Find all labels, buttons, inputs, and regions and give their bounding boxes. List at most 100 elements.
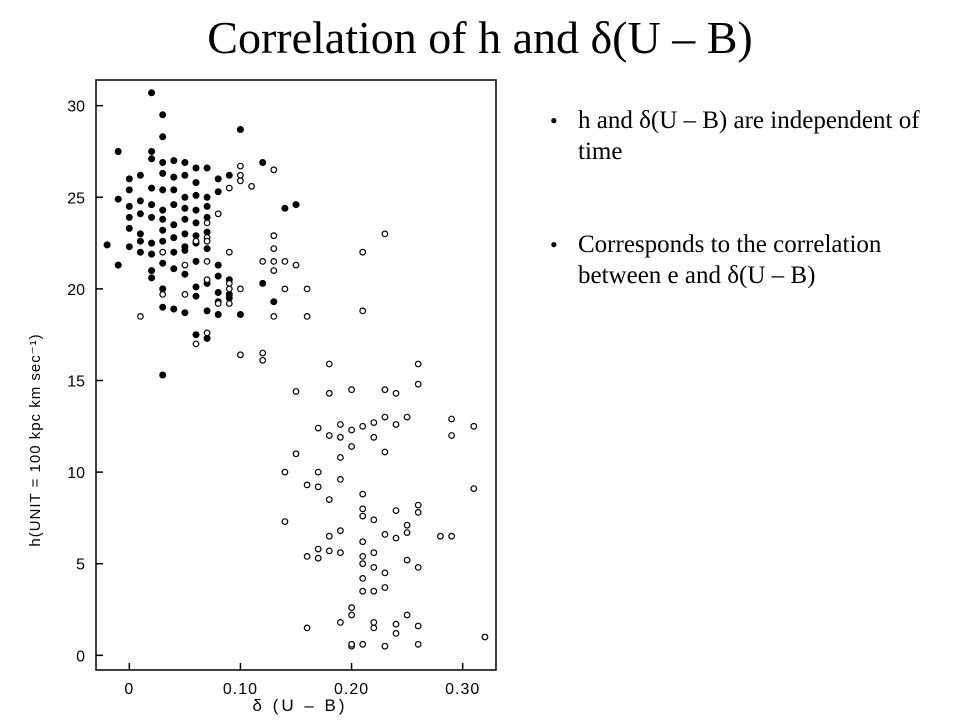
open-data-point — [236, 351, 244, 359]
open-data-point — [414, 360, 422, 368]
y-tick-label: 15 — [67, 373, 85, 390]
open-data-point — [370, 549, 378, 557]
x-tick-label: 0.30 — [445, 681, 480, 698]
filled-data-point — [214, 175, 222, 183]
filled-data-point — [203, 164, 211, 172]
y-tick-label: 10 — [67, 465, 85, 482]
open-data-point — [259, 356, 267, 364]
open-data-point — [359, 560, 367, 568]
open-data-point — [325, 389, 333, 397]
x-tick-label: 0.10 — [223, 681, 258, 698]
open-data-point — [270, 312, 278, 320]
filled-data-point — [148, 267, 156, 275]
open-data-point — [381, 584, 389, 591]
open-data-point — [325, 532, 333, 540]
filled-data-point — [159, 226, 167, 234]
filled-data-point — [159, 259, 167, 267]
filled-data-point — [170, 234, 178, 242]
y-tick-label: 30 — [67, 99, 85, 116]
open-data-point — [225, 184, 233, 192]
filled-data-point — [159, 111, 167, 119]
open-data-point — [136, 312, 144, 320]
open-data-point — [481, 633, 489, 641]
open-data-point — [236, 162, 244, 170]
open-data-point — [414, 501, 422, 509]
filled-data-point — [181, 171, 189, 179]
filled-data-point — [148, 155, 156, 163]
filled-data-point — [170, 157, 178, 165]
open-data-point — [303, 312, 311, 320]
filled-data-point — [192, 219, 200, 227]
open-data-point — [270, 166, 278, 174]
bullet-item: • Corresponds to the correlation between… — [550, 229, 950, 291]
open-data-point — [381, 386, 389, 394]
filled-data-point — [181, 246, 189, 254]
open-data-point — [348, 443, 356, 450]
open-data-point — [370, 564, 378, 571]
filled-data-point — [192, 179, 200, 187]
data-points — [103, 89, 489, 650]
open-data-point — [314, 424, 322, 432]
filled-data-point — [225, 171, 233, 179]
open-data-point — [314, 468, 322, 476]
filled-data-point — [181, 215, 189, 223]
open-data-point — [348, 640, 356, 648]
filled-data-point — [159, 186, 167, 194]
open-data-point — [470, 422, 478, 430]
filled-data-point — [125, 186, 133, 194]
y-axis-label: h(UNIT = 100 kpc km sec⁻¹) — [27, 333, 44, 546]
open-data-point — [281, 257, 289, 265]
filled-data-point — [236, 311, 244, 319]
filled-data-point — [192, 292, 200, 300]
open-data-point — [359, 553, 367, 560]
filled-data-point — [136, 248, 144, 256]
slide-title: Correlation of h and δ(U – B) — [207, 12, 753, 63]
filled-data-point — [214, 188, 222, 196]
open-data-point — [236, 171, 244, 179]
filled-data-point — [170, 201, 178, 209]
filled-data-point — [281, 204, 289, 212]
open-data-point — [470, 485, 478, 493]
open-data-point — [403, 521, 411, 529]
open-data-point — [381, 413, 389, 421]
x-axis-label: δ (U – B) — [252, 696, 347, 715]
open-data-point — [225, 248, 233, 256]
open-data-point — [281, 468, 289, 476]
filled-data-point — [270, 298, 278, 306]
open-data-point — [270, 232, 278, 240]
open-data-point — [381, 642, 389, 650]
open-data-point — [270, 257, 278, 265]
open-data-point — [359, 512, 367, 520]
x-axis-ticks: 0 0.10 0.20 0.30 — [124, 663, 480, 698]
open-data-point — [203, 237, 211, 245]
open-data-point — [337, 421, 344, 428]
filled-data-point — [192, 257, 200, 265]
open-data-point — [392, 507, 400, 515]
scatter-figure: 0 5 10 15 20 25 30 0 0.10 0.20 0.30 h(UNIT = 100 … — [0, 70, 540, 720]
y-tick-label: 20 — [67, 282, 85, 299]
open-data-point — [437, 532, 444, 540]
filled-data-point — [159, 237, 167, 245]
filled-data-point — [203, 193, 211, 201]
open-data-point — [370, 419, 378, 427]
open-data-point — [370, 433, 378, 441]
filled-data-point — [114, 148, 122, 156]
filled-data-point — [181, 193, 189, 201]
open-data-point — [337, 454, 344, 461]
open-data-point — [359, 505, 367, 513]
filled-data-point — [214, 261, 222, 269]
open-data-point — [337, 549, 344, 557]
open-data-point — [403, 611, 411, 619]
open-data-point — [359, 538, 367, 546]
filled-data-point — [170, 186, 178, 194]
filled-data-point — [136, 210, 144, 218]
bullet-dot: • — [550, 232, 558, 257]
filled-data-point — [159, 371, 167, 379]
filled-data-point — [103, 241, 111, 249]
filled-data-point — [292, 201, 300, 209]
x-tick-label: 0.20 — [334, 681, 369, 698]
open-data-point — [337, 476, 344, 483]
filled-data-point — [192, 331, 200, 339]
filled-data-point — [192, 206, 200, 214]
open-data-point — [370, 516, 378, 524]
